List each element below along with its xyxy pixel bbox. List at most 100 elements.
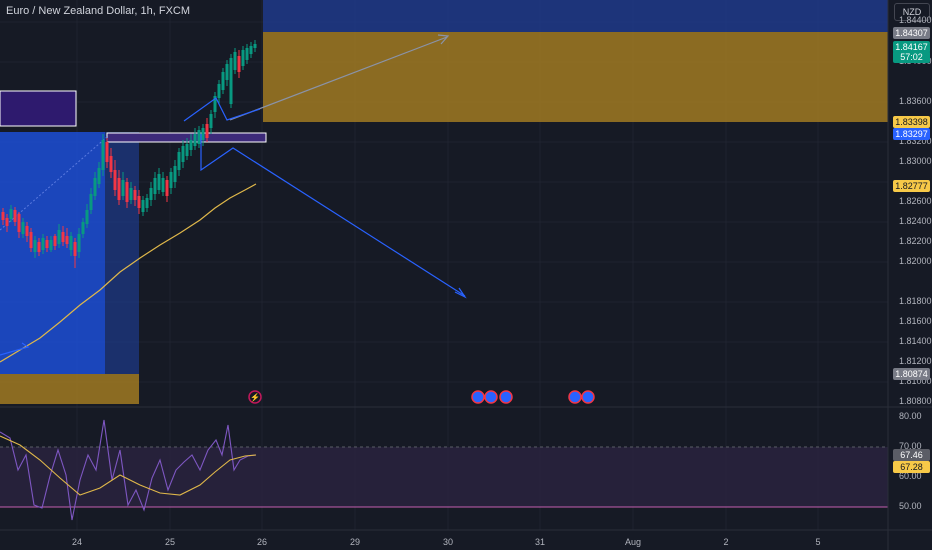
candle-body <box>249 46 253 54</box>
price-tick-label: 1.81400 <box>899 336 932 346</box>
candle-body <box>137 196 141 208</box>
price-marker-label: 1.83398 <box>893 116 930 128</box>
arrow-left-small <box>0 342 30 356</box>
supply-zone[interactable] <box>263 32 888 122</box>
calendar-icon <box>484 390 498 404</box>
candle-body <box>97 168 101 184</box>
purple-box-left[interactable] <box>0 90 77 127</box>
candle-body <box>89 194 93 210</box>
candle-body <box>245 48 249 60</box>
price-marker-label: 1.84167 <box>893 41 930 53</box>
calendar-icon <box>581 390 595 404</box>
grid <box>0 0 888 530</box>
candle-body <box>57 230 61 244</box>
price-tick-label: 1.81000 <box>899 376 932 386</box>
candle-body <box>181 146 185 162</box>
candle-body <box>157 174 161 190</box>
candle-body <box>21 222 25 234</box>
price-tick-label: 1.84400 <box>899 15 932 25</box>
candle-body <box>37 242 41 252</box>
candle-body <box>33 240 37 252</box>
demand-zone-blue[interactable] <box>0 132 105 374</box>
price-tick-label: 1.82600 <box>899 196 932 206</box>
candle-body <box>229 58 233 104</box>
zigzag-upper[interactable] <box>183 97 261 122</box>
price-tick-label: 1.83600 <box>899 96 932 106</box>
price-tick-label: 1.82400 <box>899 216 932 226</box>
candle-body <box>129 188 133 200</box>
candle-body <box>237 56 241 72</box>
rsi-band <box>0 447 888 507</box>
arrow-down-head <box>454 287 467 299</box>
candle-body <box>233 52 237 70</box>
arrow-up-head <box>437 34 450 45</box>
rsi-ma-line <box>0 435 257 496</box>
candle-body <box>165 180 169 196</box>
candle-body <box>117 178 121 200</box>
price-tick-label: 1.80800 <box>899 396 932 406</box>
candle-body <box>201 128 205 140</box>
candle-body <box>241 50 245 66</box>
candle-body <box>73 242 77 256</box>
candle-body <box>205 124 209 138</box>
candle-body <box>93 178 97 196</box>
candle-body <box>9 209 13 219</box>
lightning-glyph: ⚡ <box>250 392 260 402</box>
price-tick-label: 1.82200 <box>899 236 932 246</box>
candle-body <box>105 142 109 162</box>
chart-title: Euro / New Zealand Dollar, 1h, FXCM <box>6 5 191 17</box>
price-marker-label: 1.82777 <box>893 180 930 192</box>
price-marker-label: 1.84307 <box>893 27 930 39</box>
candle-body <box>141 200 145 212</box>
candle-body <box>217 84 221 98</box>
candle-body <box>189 140 193 150</box>
lower-zone[interactable] <box>0 374 139 404</box>
upper-blue-zone[interactable] <box>263 0 888 32</box>
candle-body <box>185 144 189 156</box>
rsi-line <box>0 419 257 521</box>
candle-body <box>121 180 125 196</box>
rsi-tick-label: 60.00 <box>899 471 922 481</box>
candle-body <box>41 238 45 250</box>
candle-body <box>209 114 213 128</box>
rsi-tick-label: 80.00 <box>899 411 922 421</box>
arrow-up-line[interactable] <box>229 36 448 121</box>
time-tick-label: 5 <box>815 537 821 547</box>
price-tick-label: 1.83200 <box>899 136 932 146</box>
time-tick-label: 26 <box>256 537 268 547</box>
time-tick-label: 24 <box>71 537 83 547</box>
calendar-icon <box>499 390 513 404</box>
candle-body <box>109 156 113 172</box>
price-marker-label: 1.80874 <box>893 368 930 380</box>
candle-body <box>65 236 69 244</box>
price-tick-label: 1.81800 <box>899 296 932 306</box>
zigzag-lower[interactable] <box>200 134 466 297</box>
rsi-value-label: 67.28 <box>893 461 930 473</box>
candle-body <box>101 140 105 170</box>
candle-body <box>5 218 9 226</box>
candle-body <box>177 152 181 170</box>
candle-body <box>173 166 177 182</box>
candle-body <box>69 236 73 250</box>
candle-body <box>161 178 165 192</box>
moving-average-line <box>0 183 257 363</box>
candle-body <box>221 72 225 90</box>
price-tick-label: 1.81600 <box>899 316 932 326</box>
candle-body <box>17 214 21 232</box>
candle-body <box>29 232 33 248</box>
candle-body <box>133 190 137 200</box>
candle-body <box>197 130 201 144</box>
time-tick-label: Aug <box>624 537 642 547</box>
candle-body <box>149 188 153 200</box>
currency-button[interactable]: NZD <box>894 3 930 21</box>
candle-body <box>253 44 257 48</box>
candle-body <box>85 210 89 224</box>
candle-body <box>125 182 129 202</box>
candle-body <box>45 240 49 248</box>
rsi-tick-label: 50.00 <box>899 501 922 511</box>
calendar-icon <box>568 390 582 404</box>
event-markers[interactable]: ⚡ <box>248 390 595 404</box>
candle-body <box>213 96 217 112</box>
